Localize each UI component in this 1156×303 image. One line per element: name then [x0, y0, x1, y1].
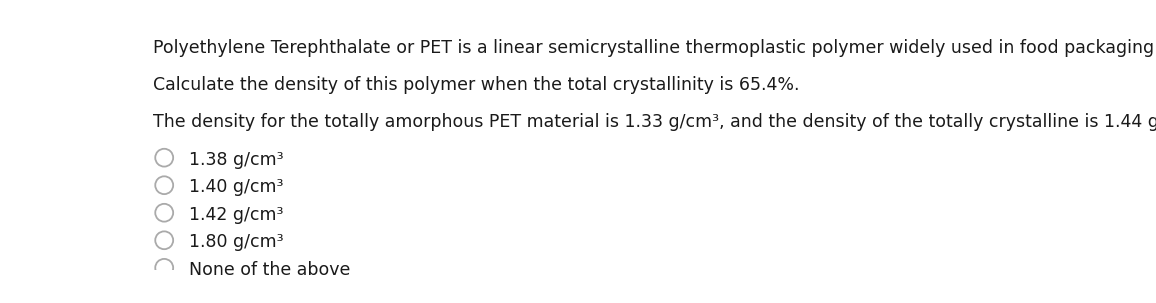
Text: The density for the totally amorphous PET material is 1.33 g/cm³, and the densit: The density for the totally amorphous PE… [154, 113, 1156, 132]
Text: 1.80 g/cm³: 1.80 g/cm³ [190, 233, 284, 251]
Text: None of the above: None of the above [190, 261, 350, 279]
Text: 1.42 g/cm³: 1.42 g/cm³ [190, 206, 283, 224]
Text: Polyethylene Terephthalate or PET is a linear semicrystalline thermoplastic poly: Polyethylene Terephthalate or PET is a l… [154, 39, 1156, 57]
Text: Calculate the density of this polymer when the total crystallinity is 65.4%.: Calculate the density of this polymer wh… [154, 76, 800, 94]
Text: 1.38 g/cm³: 1.38 g/cm³ [190, 151, 284, 169]
Text: 1.40 g/cm³: 1.40 g/cm³ [190, 178, 283, 196]
